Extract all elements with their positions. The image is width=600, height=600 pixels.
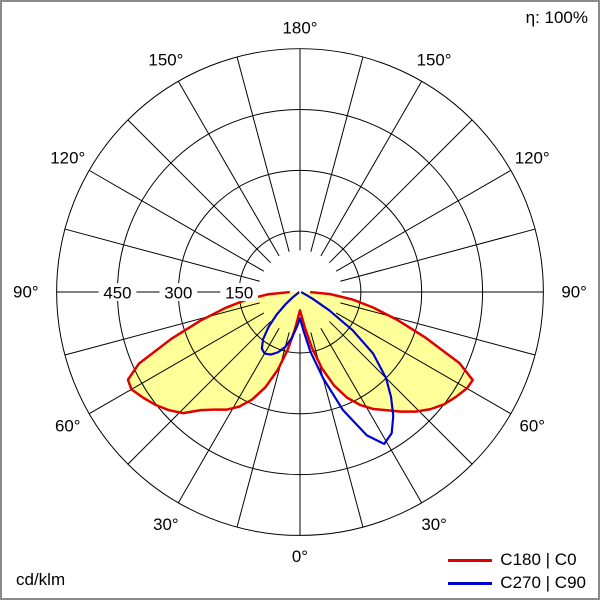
legend-label-c180-c0: C180 | C0	[500, 550, 577, 569]
angle-label-60-left: 60°	[55, 417, 81, 436]
r-label-300: 300	[164, 284, 192, 303]
angle-label-60-right: 60°	[519, 417, 545, 436]
grid-line-105	[340, 228, 536, 282]
grid-line-315	[127, 321, 271, 465]
r-label-450: 450	[103, 284, 131, 303]
r-label-bg-300	[159, 283, 198, 301]
angle-label-150-right: 150°	[417, 50, 452, 69]
unit-label: cd/klm	[16, 570, 66, 589]
angle-label-150-left: 150°	[148, 50, 183, 69]
grid-line-210	[177, 81, 280, 257]
grid-line-45	[329, 321, 473, 465]
series-line-c0	[126, 290, 474, 415]
grid-line-300	[88, 312, 265, 415]
grid-line-75	[340, 302, 536, 356]
angle-label-120-right: 120°	[515, 148, 550, 167]
legend-line-red	[448, 558, 493, 562]
angle-label-30-right: 30°	[421, 515, 447, 534]
grid-line-60	[335, 312, 512, 415]
angle-label-0: 0°	[292, 547, 308, 566]
angle-label-120-left: 120°	[50, 148, 85, 167]
grid-line-255	[64, 228, 260, 282]
grid-line-165	[310, 56, 364, 252]
angle-label-90-right: 90°	[561, 283, 587, 302]
r-label-bg-150	[220, 283, 259, 301]
efficiency-label: η: 100%	[525, 8, 588, 27]
r-label-150: 150	[225, 284, 253, 303]
legend-line-blue	[448, 581, 493, 585]
legend-item-c270-c90: C270 | C90	[448, 573, 586, 593]
legend-item-c180-c0: C180 | C0	[448, 550, 586, 570]
angle-label-30-left: 30°	[153, 515, 179, 534]
series-line-c90	[260, 291, 395, 446]
grid-line-195	[236, 56, 290, 252]
angle-label-180: 180°	[283, 18, 318, 37]
grid-line-285	[64, 302, 260, 356]
legend: C180 | C0 C270 | C90	[448, 550, 586, 593]
grid-line-135	[329, 119, 473, 263]
grid-line-330	[177, 327, 280, 504]
angle-label-90-left: 90°	[13, 283, 39, 302]
grid-line-240	[88, 169, 265, 272]
grid-line-120	[335, 169, 512, 272]
legend-label-c270-c90: C270 | C90	[500, 573, 586, 592]
grid-line-225	[127, 119, 271, 263]
grid-line-30	[320, 327, 423, 504]
r-label-bg-450	[98, 283, 137, 301]
grid-line-150	[320, 81, 423, 257]
